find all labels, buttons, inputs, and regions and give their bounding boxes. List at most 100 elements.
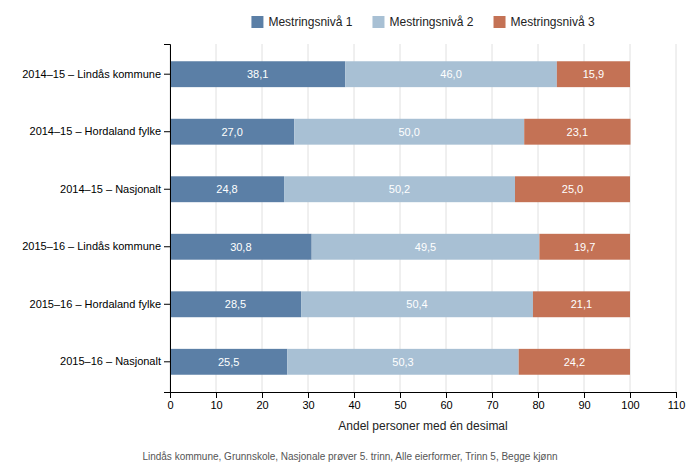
bar xyxy=(170,119,294,145)
tick-label: 2014–15 – Lindås kommune xyxy=(22,68,161,80)
data-label: 24,2 xyxy=(564,356,585,368)
legend-label: Mestringsnivå 2 xyxy=(389,15,473,29)
tick: 50 xyxy=(394,392,406,411)
data-label: 50,0 xyxy=(398,126,419,138)
grid-line xyxy=(354,44,355,392)
bar xyxy=(294,119,524,145)
data-label: 28,5 xyxy=(225,298,246,310)
grid xyxy=(170,44,676,392)
tick-mark xyxy=(164,246,170,247)
tick: 10 xyxy=(210,392,222,411)
tick-mark xyxy=(400,392,401,398)
legend-label: Mestringsnivå 1 xyxy=(268,15,352,29)
tick-label: 0 xyxy=(167,399,173,411)
axis-line xyxy=(171,393,677,399)
data-label: 24,8 xyxy=(216,183,237,195)
grid-line xyxy=(538,44,539,392)
tick-mark xyxy=(492,392,493,398)
tick: 80 xyxy=(532,392,544,411)
x-axis: 0 10 20 30 40 50 60 70 80 90 100 110 xyxy=(167,392,685,411)
tick-mark xyxy=(164,304,170,305)
tick: 2015–16 – Lindås kommune xyxy=(22,240,170,252)
chart: 38,127,024,830,828,525,546,050,050,249,5… xyxy=(0,0,700,470)
bar xyxy=(539,234,630,260)
data-label: 19,7 xyxy=(574,241,595,253)
tick-mark xyxy=(216,392,217,398)
data-label: 25,0 xyxy=(562,183,583,195)
data-label: 30,8 xyxy=(230,241,251,253)
tick-label: 90 xyxy=(578,399,590,411)
grid-line xyxy=(446,44,447,392)
tick-label: 20 xyxy=(256,399,268,411)
tick: 2015–16 – Nasjonalt xyxy=(60,355,170,367)
bar xyxy=(170,291,301,317)
tick: 2014–15 – Hordaland fylke xyxy=(30,125,170,137)
bar xyxy=(170,349,287,375)
tick-label: 110 xyxy=(668,399,686,411)
series xyxy=(515,61,630,374)
grid-line xyxy=(262,44,263,392)
tick-label: 60 xyxy=(440,399,452,411)
tick-mark xyxy=(354,392,355,398)
tick-mark xyxy=(584,392,585,398)
tick-mark xyxy=(164,74,170,75)
bar xyxy=(170,61,345,87)
legend-swatch xyxy=(372,16,384,28)
tick-mark xyxy=(308,392,309,398)
tick-label: 100 xyxy=(621,399,639,411)
tick: 70 xyxy=(486,392,498,411)
tick-label: 2015–16 – Nasjonalt xyxy=(60,355,161,367)
legend-label: Mestringsnivå 3 xyxy=(511,15,595,29)
data-label: 50,4 xyxy=(406,298,427,310)
bar xyxy=(524,119,630,145)
tick-label: 2014–15 – Nasjonalt xyxy=(60,183,161,195)
tick: 30 xyxy=(302,392,314,411)
tick: 2014–15 – Lindås kommune xyxy=(22,68,170,80)
bar xyxy=(301,291,533,317)
tick-label: 30 xyxy=(302,399,314,411)
footnote: Lindås kommune, Grunnskole, Nasjonale pr… xyxy=(142,451,557,462)
legend-swatch xyxy=(251,16,263,28)
tick-label: 2015–16 – Lindås kommune xyxy=(22,240,161,252)
tick-mark xyxy=(262,392,263,398)
data-label: 38,1 xyxy=(247,68,268,80)
tick-mark xyxy=(446,392,447,398)
tick: 100 xyxy=(621,392,639,411)
data-label: 23,1 xyxy=(567,126,588,138)
grid-line xyxy=(308,44,309,392)
legend-item: Mestringsnivå 2 xyxy=(372,15,473,29)
data-label: 49,5 xyxy=(415,241,436,253)
tick-label: 2014–15 – Hordaland fylke xyxy=(30,125,161,137)
data-label: 50,3 xyxy=(392,356,413,368)
tick: 2015–16 – Hordaland fylke xyxy=(30,298,170,310)
tick-label: 50 xyxy=(394,399,406,411)
tick: 60 xyxy=(440,392,452,411)
grid-line xyxy=(492,44,493,392)
data-label: 27,0 xyxy=(221,126,242,138)
tick-mark xyxy=(164,131,170,132)
legend-swatch xyxy=(494,16,506,28)
tick-label: 2015–16 – Hordaland fylke xyxy=(30,298,161,310)
grid-line xyxy=(216,44,217,392)
tick-label: 40 xyxy=(348,399,360,411)
legend-item: Mestringsnivå 1 xyxy=(251,15,352,29)
tick-mark xyxy=(164,189,170,190)
bar xyxy=(170,234,312,260)
tick-mark xyxy=(630,392,631,398)
grid-line xyxy=(400,44,401,392)
tick-label: 80 xyxy=(532,399,544,411)
data-label: 50,2 xyxy=(389,183,410,195)
bar xyxy=(519,349,630,375)
data-label: 46,0 xyxy=(440,68,461,80)
bar xyxy=(557,61,630,87)
legend-item: Mestringsnivå 3 xyxy=(494,15,595,29)
axis-line xyxy=(164,45,171,393)
grid-line xyxy=(584,44,585,392)
legend: Mestringsnivå 1 Mestringsnivå 2 Mestringsn… xyxy=(251,15,594,29)
plot: 38,127,024,830,828,525,546,050,050,249,5… xyxy=(22,44,685,411)
series xyxy=(170,61,345,374)
data-labels: 38,127,024,830,828,525,546,050,050,249,5… xyxy=(216,68,604,368)
tick-mark xyxy=(538,392,539,398)
series xyxy=(284,61,557,374)
tick: 20 xyxy=(256,392,268,411)
